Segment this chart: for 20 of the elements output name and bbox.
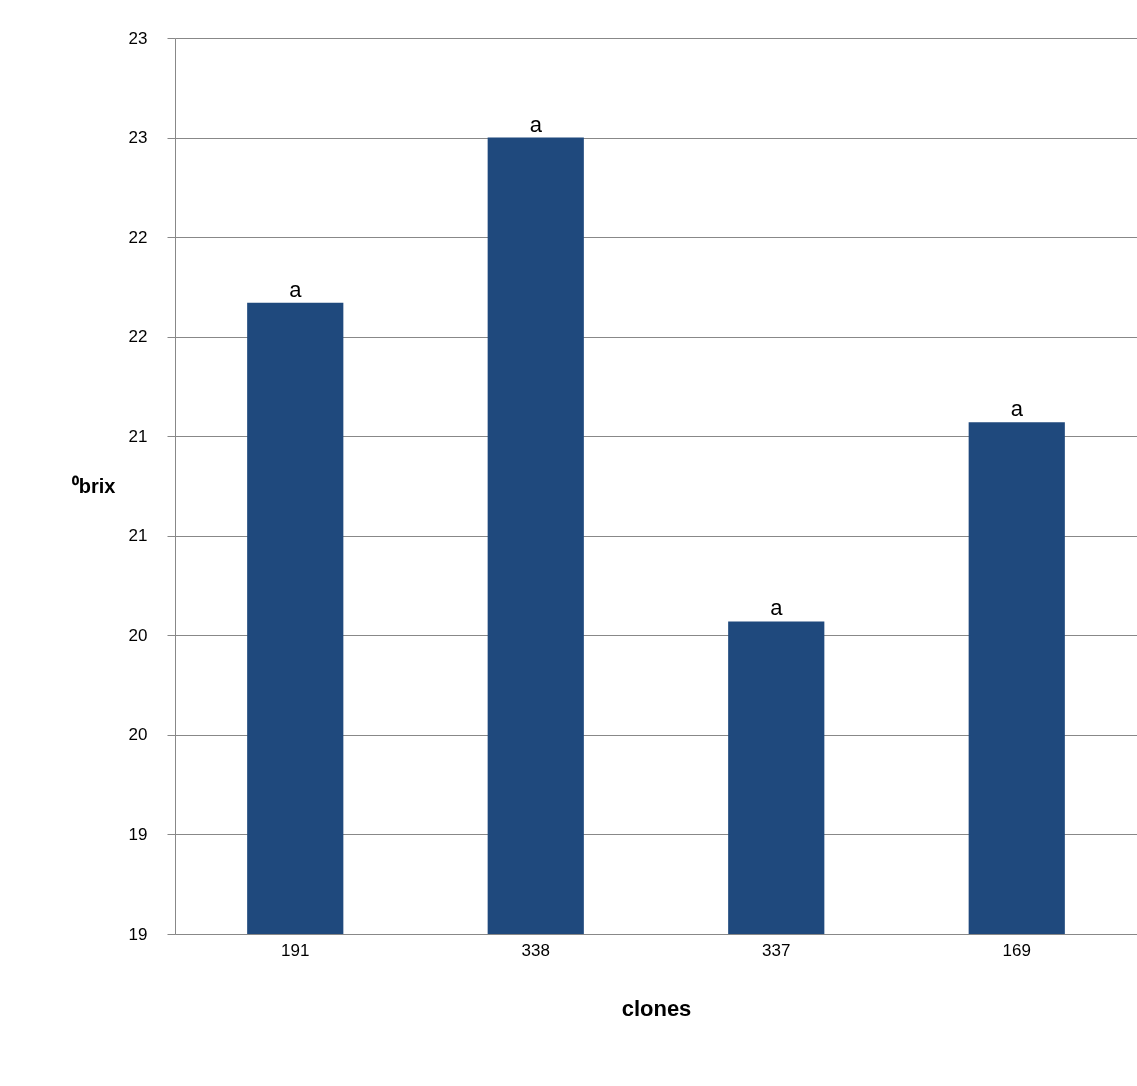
x-tick-label: 337 <box>762 940 791 960</box>
x-tick-label: 169 <box>1002 940 1031 960</box>
y-tick-label: 23 <box>128 28 148 48</box>
y-tick-label: 19 <box>128 924 148 944</box>
annotation: a <box>529 111 543 137</box>
annotation: a <box>289 276 303 302</box>
y-tick-label: 23 <box>128 128 148 148</box>
y-tick-label: 19 <box>128 824 148 844</box>
x-axis-title: clones <box>621 995 692 1021</box>
y-axis-title: ⁰brix <box>71 474 116 497</box>
x-tick-label: 338 <box>521 940 550 960</box>
annotation: a <box>1010 396 1024 422</box>
y-tick-label: 20 <box>128 625 148 645</box>
annotation: a <box>770 595 784 621</box>
y-tick-label: 21 <box>128 426 148 446</box>
x-tick-label: 191 <box>281 940 310 960</box>
y-tick-label: 22 <box>128 227 148 247</box>
y-tick-label: 21 <box>128 526 148 546</box>
y-tick-label: 20 <box>128 725 148 745</box>
y-tick-label: 22 <box>128 327 148 347</box>
